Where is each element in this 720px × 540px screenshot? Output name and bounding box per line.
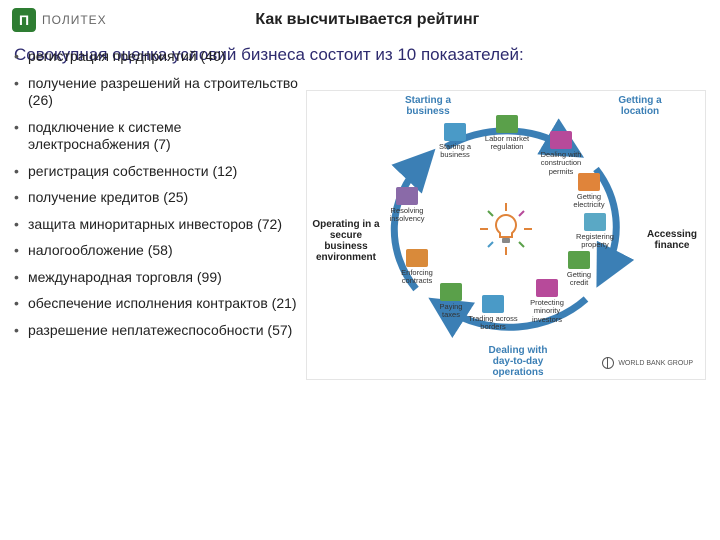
inner-node: Payingtaxes bbox=[416, 283, 486, 320]
world-bank-attribution: WORLD BANK GROUP bbox=[602, 357, 693, 369]
node-icon bbox=[406, 249, 428, 267]
node-icon bbox=[550, 131, 572, 149]
node-icon bbox=[578, 173, 600, 191]
node-icon bbox=[568, 251, 590, 269]
list-item: налогообложение (58) bbox=[12, 242, 302, 260]
inner-node: Enforcingcontracts bbox=[382, 249, 452, 286]
node-label: Payingtaxes bbox=[416, 303, 486, 320]
page-title: Как высчитывается рейтинг bbox=[27, 11, 708, 29]
node-icon bbox=[444, 123, 466, 141]
node-label: Gettingelectricity bbox=[554, 193, 624, 210]
inner-node: Dealing withconstructionpermits bbox=[526, 131, 596, 176]
list-item: подключение к системе электроснабжения (… bbox=[12, 119, 302, 154]
list-item: международная торговля (99) bbox=[12, 269, 302, 287]
list-item: разрешение неплатежеспособности (57) bbox=[12, 322, 302, 340]
list-item: регистрация собственности (12) bbox=[12, 163, 302, 181]
outer-label: Operating in asecure businessenvironment bbox=[311, 219, 381, 263]
indicator-list: регистрация предприятий (40) получение ра… bbox=[12, 48, 302, 339]
node-icon bbox=[496, 115, 518, 133]
doing-business-diagram: WORLD BANK GROUP Starting abusiness Getti… bbox=[306, 90, 706, 380]
node-label: Resolvinginsolvency bbox=[372, 207, 442, 224]
attribution-text: WORLD BANK GROUP bbox=[618, 360, 693, 367]
node-icon bbox=[584, 213, 606, 231]
outer-label: Accessingfinance bbox=[637, 229, 707, 251]
list-item: регистрация предприятий (40) bbox=[12, 48, 302, 66]
list-item: получение разрешений на строительство (2… bbox=[12, 75, 302, 110]
list-item: получение кредитов (25) bbox=[12, 189, 302, 207]
list-item: обеспечение исполнения контрактов (21) bbox=[12, 295, 302, 313]
node-icon bbox=[536, 279, 558, 297]
inner-node: Resolvinginsolvency bbox=[372, 187, 442, 224]
outer-label: Starting abusiness bbox=[393, 95, 463, 117]
list-item: защита миноритарных инвесторов (72) bbox=[12, 216, 302, 234]
node-label: Enforcingcontracts bbox=[382, 269, 452, 286]
node-label: Registeringproperty bbox=[560, 233, 630, 250]
globe-icon bbox=[602, 357, 614, 369]
inner-node: Gettingelectricity bbox=[554, 173, 624, 210]
inner-node: Registeringproperty bbox=[560, 213, 630, 250]
outer-label: Dealing withday-to-dayoperations bbox=[483, 345, 553, 378]
lightbulb-icon bbox=[478, 201, 534, 257]
node-icon bbox=[440, 283, 462, 301]
outer-label: Getting alocation bbox=[605, 95, 675, 117]
node-icon bbox=[396, 187, 418, 205]
